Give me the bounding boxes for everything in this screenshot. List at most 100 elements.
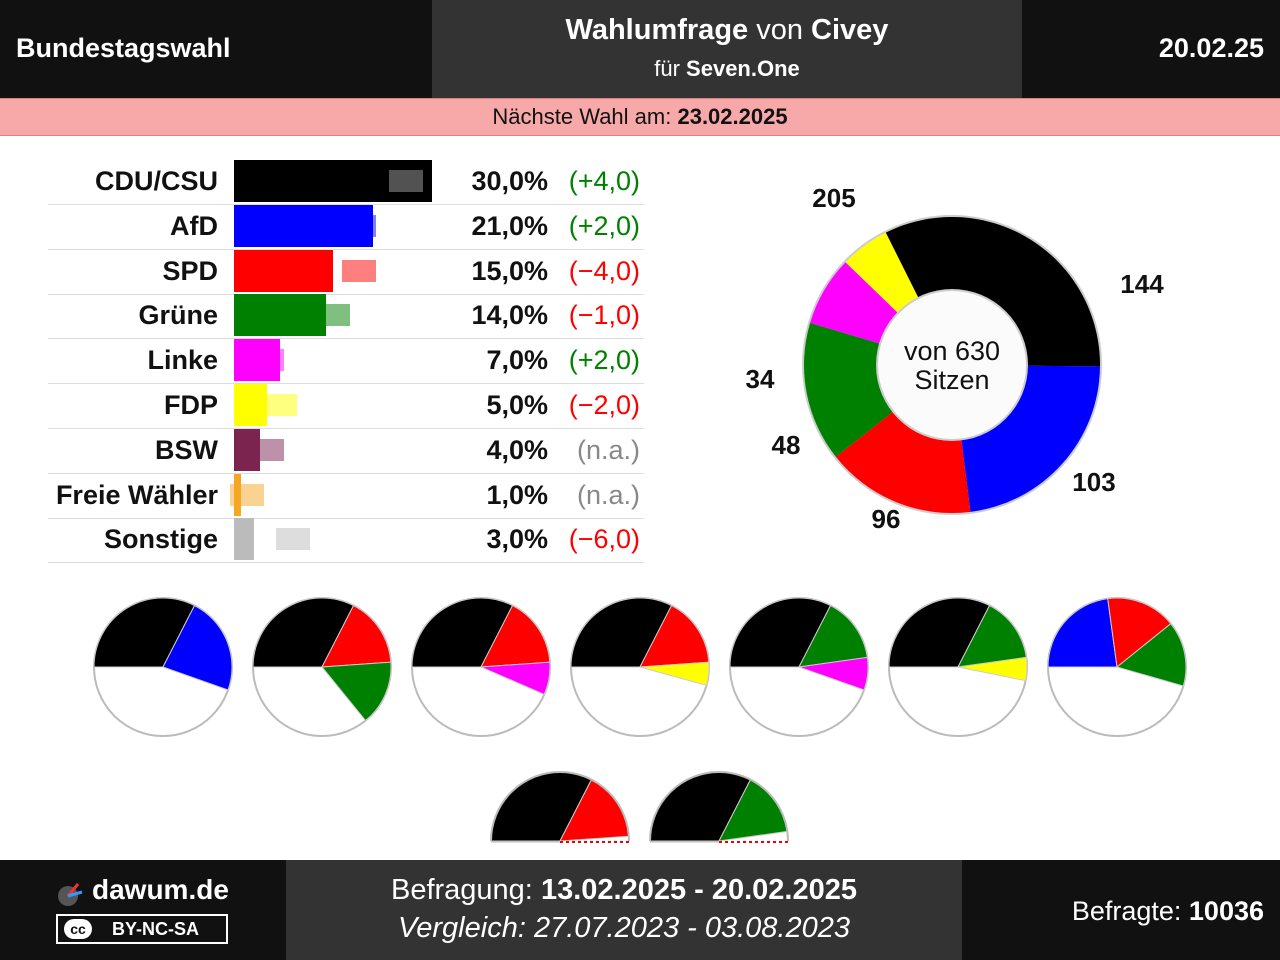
party-name: SPD [162,255,218,286]
coalition-slice [570,597,673,668]
comparison-period: Vergleich: 27.07.2023 - 03.08.2023 [398,912,850,944]
coalition-slice [729,597,832,668]
coalition-charts [93,597,1187,843]
cc-icon: cc [64,919,92,939]
site-name[interactable]: dawum.de [92,874,229,905]
party-percentage: 5,0% [486,390,548,420]
coalition-slice [798,604,868,668]
header-title-box: Wahlumfrage von Civey für Seven.One [432,0,1022,98]
coalition-slice [957,604,1027,668]
coalition-slice [1107,597,1172,668]
coalition-slice [480,604,551,668]
coalition-slice [411,597,514,668]
next-election-bar: Nächste Wahl am: 23.02.2025 [0,98,1280,136]
coalition-chart [490,771,630,843]
previous-value-marker [316,304,350,327]
party-bar [234,249,333,292]
center-label-unit: Sitzen [914,365,989,395]
party-bar [234,384,267,426]
party-change: (+2,0) [568,210,640,241]
header-subtitle: für Seven.One [654,56,800,81]
party-row: AfD 21,0% (+2,0) [48,204,644,250]
seat-label: 205 [812,183,855,213]
coalition-slice [1047,598,1118,668]
survey-period-box: Befragung: 13.02.2025 - 20.02.2025 Vergl… [286,860,962,960]
previous-value-marker [250,349,284,372]
party-name: Sonstige [103,524,218,555]
party-change: (−6,0) [568,524,640,555]
party-name: BSW [155,434,218,465]
election-type: Bundestagswahl [16,33,231,63]
pie-center [878,291,1026,439]
party-row: CDU/CSU 30,0% (+4,0) [48,160,644,205]
coalition-chart [252,597,392,737]
party-change: (−1,0) [568,300,640,331]
coalition-chart [411,597,551,737]
party-percentage: 21,0% [471,210,548,241]
license-text: BY-NC-SA [112,919,200,939]
previous-value-marker [250,438,284,461]
seat-label: 103 [1072,467,1115,497]
previous-value-marker [342,259,377,282]
party-percentage: 7,0% [486,345,548,376]
survey-period: Befragung: 13.02.2025 - 20.02.2025 [390,874,857,906]
party-percentage: 3,0% [486,524,548,555]
coalition-slice [321,661,392,722]
header-date: 20.02.25 [1158,33,1264,63]
party-row: Sonstige 3,0% (−6,0) [48,518,644,564]
seat-label: 34 [746,364,775,394]
license-badge[interactable]: cc BY-NC-SA [56,914,228,944]
party-row: SPD 15,0% (−4,0) [48,249,644,295]
header: Bundestagswahl Wahlumfrage von Civey für… [0,0,1280,98]
coalition-slice [639,661,710,686]
party-percentage: 30,0% [471,166,548,196]
party-bar [234,294,327,337]
coalition-slice [93,597,196,668]
coalition-slice [321,604,392,668]
coalition-chart [1047,597,1187,737]
header-title: Wahlumfrage von Civey [565,14,889,46]
party-change: (+4,0) [568,166,640,196]
coalition-slice [888,597,991,668]
coalition-chart [729,597,869,737]
party-name: CDU/CSU [94,166,218,196]
party-row: FDP 5,0% (−2,0) [48,384,644,429]
party-name: Grüne [138,300,218,331]
coalition-slice [1115,623,1187,687]
seat-label: 144 [1120,269,1164,299]
party-name: Freie Wähler [55,479,218,510]
seat-label: 48 [772,430,801,460]
coalition-chart [888,597,1028,737]
party-name: Linke [147,345,218,376]
party-name: AfD [170,210,218,241]
previous-value-marker [388,170,423,192]
previous-value-marker [230,483,265,506]
previous-value-marker [263,394,298,416]
coalition-slice [252,597,355,668]
party-change: (−2,0) [568,390,640,420]
party-name: FDP [164,390,218,420]
party-bar [234,518,254,561]
party-change: (+2,0) [568,345,640,376]
party-change: (n.a.) [576,434,640,465]
party-row: Freie Wähler 1,0% (n.a.) [48,473,644,519]
coalition-chart [93,597,233,737]
coalition-chart [649,771,789,843]
seat-label: 96 [872,504,901,534]
party-row: Grüne 14,0% (−1,0) [48,294,644,340]
party-percentage: 15,0% [471,255,548,286]
coalition-slice [798,656,869,691]
party-change: (n.a.) [576,479,640,510]
party-row: Linke 7,0% (+2,0) [48,339,644,385]
footer: dawum.de cc BY-NC-SA Befragung: 13.02.20… [0,860,1280,960]
respondents: Befragte: 10036 [1071,896,1264,926]
party-percentage: 4,0% [486,434,548,465]
coalition-slice [639,604,710,668]
party-change: (−4,0) [568,255,640,286]
previous-value-marker [342,214,377,237]
dawum-logo-icon [58,883,83,906]
party-percentage: 14,0% [471,300,548,331]
coalition-slice [162,604,233,691]
party-row: BSW 4,0% (n.a.) [48,428,644,474]
